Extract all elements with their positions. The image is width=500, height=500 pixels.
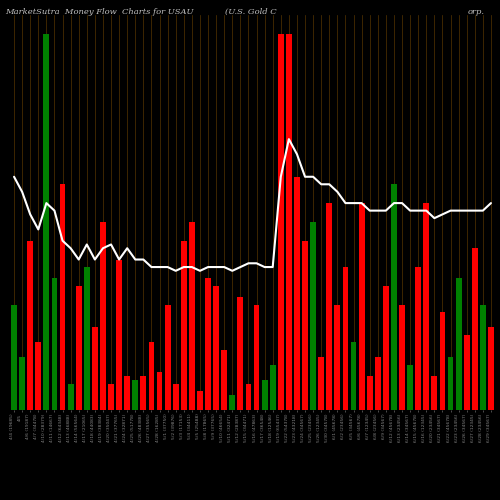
Bar bbox=[472, 248, 478, 410]
Bar bbox=[358, 203, 364, 410]
Bar bbox=[440, 312, 446, 410]
Bar bbox=[480, 304, 486, 410]
Bar bbox=[318, 358, 324, 410]
Bar bbox=[407, 365, 413, 410]
Bar bbox=[286, 34, 292, 410]
Bar bbox=[213, 286, 219, 410]
Bar bbox=[44, 34, 50, 410]
Text: MarketSutra  Money Flow  Charts for USAU: MarketSutra Money Flow Charts for USAU bbox=[5, 8, 194, 16]
Bar bbox=[156, 372, 162, 410]
Bar bbox=[294, 177, 300, 410]
Bar bbox=[432, 376, 438, 410]
Bar bbox=[36, 342, 41, 410]
Bar bbox=[222, 350, 227, 410]
Bar bbox=[238, 297, 244, 410]
Bar bbox=[334, 304, 340, 410]
Text: orp.: orp. bbox=[468, 8, 485, 16]
Bar bbox=[124, 376, 130, 410]
Bar bbox=[164, 304, 170, 410]
Bar bbox=[205, 278, 211, 410]
Bar bbox=[108, 384, 114, 410]
Bar bbox=[11, 304, 17, 410]
Bar bbox=[399, 304, 405, 410]
Bar bbox=[52, 278, 58, 410]
Bar bbox=[60, 184, 66, 410]
Bar bbox=[246, 384, 252, 410]
Bar bbox=[448, 358, 454, 410]
Bar bbox=[278, 34, 283, 410]
Bar bbox=[116, 260, 122, 410]
Bar bbox=[181, 240, 186, 410]
Bar bbox=[100, 222, 106, 410]
Bar bbox=[173, 384, 178, 410]
Bar bbox=[132, 380, 138, 410]
Bar bbox=[350, 342, 356, 410]
Bar bbox=[424, 203, 429, 410]
Bar bbox=[92, 327, 98, 410]
Bar bbox=[84, 267, 89, 410]
Bar bbox=[197, 391, 203, 410]
Bar bbox=[262, 380, 268, 410]
Bar bbox=[310, 222, 316, 410]
Bar bbox=[488, 327, 494, 410]
Bar bbox=[270, 365, 276, 410]
Bar bbox=[68, 384, 73, 410]
Bar bbox=[230, 395, 235, 410]
Bar bbox=[375, 358, 380, 410]
Bar bbox=[148, 342, 154, 410]
Bar bbox=[342, 267, 348, 410]
Bar bbox=[456, 278, 462, 410]
Bar bbox=[76, 286, 82, 410]
Bar bbox=[189, 222, 195, 410]
Bar bbox=[302, 240, 308, 410]
Bar bbox=[367, 376, 372, 410]
Bar bbox=[254, 304, 260, 410]
Bar bbox=[464, 335, 469, 410]
Bar bbox=[383, 286, 389, 410]
Bar bbox=[140, 376, 146, 410]
Bar bbox=[28, 240, 33, 410]
Bar bbox=[19, 358, 25, 410]
Bar bbox=[416, 267, 421, 410]
Text: (U.S. Gold C: (U.S. Gold C bbox=[225, 8, 276, 16]
Bar bbox=[326, 203, 332, 410]
Bar bbox=[391, 184, 397, 410]
